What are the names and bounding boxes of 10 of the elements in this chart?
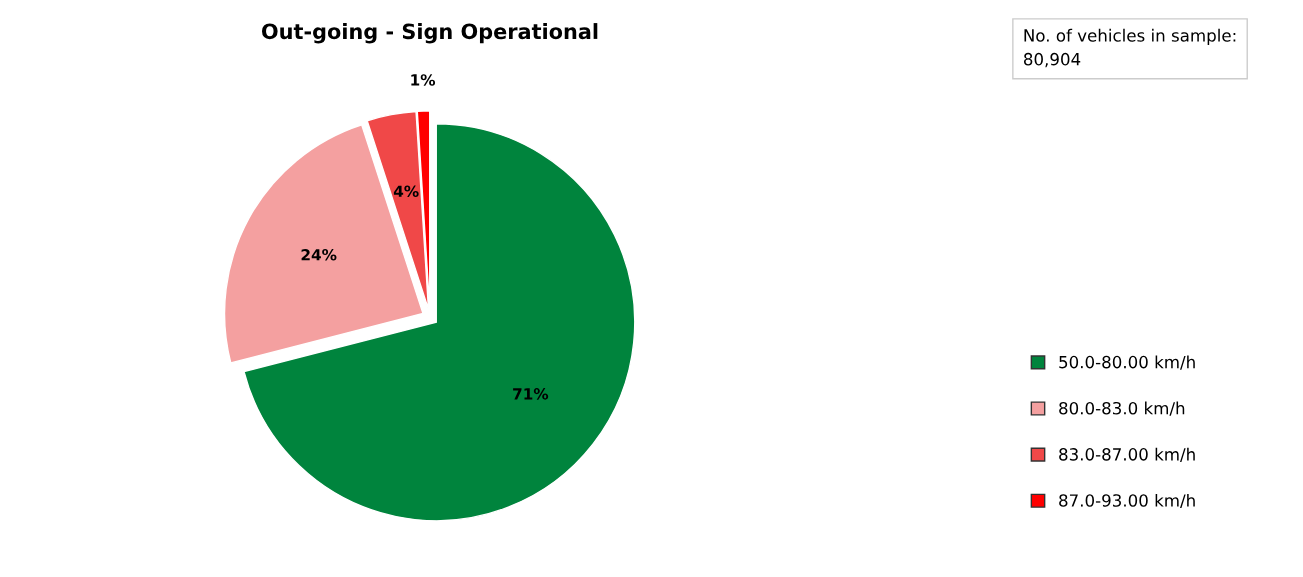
text: No. of vehicles in sample: 80,904: [1023, 28, 1236, 68]
legend-label: 80.0-83.0 km/h: [1059, 401, 1185, 416]
legend-label: 50.0-80.00 km/h: [1059, 355, 1195, 370]
data-label: 4%: [393, 185, 419, 197]
chart-title: Out-going - Sign Operational: [261, 23, 598, 44]
data-label: 24%: [301, 249, 337, 261]
data-label: 1%: [411, 74, 436, 86]
legend-label: 83.0-87.00 km/h: [1059, 447, 1195, 462]
legend-label: 87.0-93.00 km/h: [1059, 493, 1195, 509]
data-label: 71%: [513, 388, 549, 400]
